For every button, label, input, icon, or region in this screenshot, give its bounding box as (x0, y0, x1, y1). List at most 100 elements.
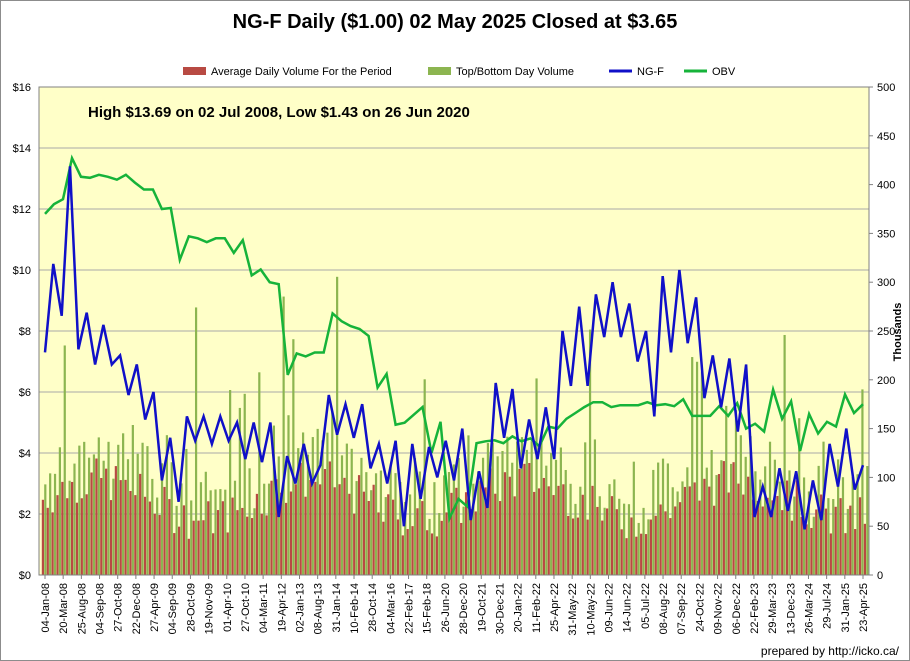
right-tick-label: 400 (877, 180, 895, 192)
left-tick-label: $4 (19, 448, 31, 460)
right-tick-label: 50 (877, 521, 889, 533)
right-tick-label: 350 (877, 228, 895, 240)
x-tick-label: 26-Jun-20 (440, 583, 452, 633)
top-bottom-volume-bar (564, 469, 567, 575)
average-volume-bar (732, 462, 735, 575)
average-volume-bar (596, 506, 599, 575)
average-volume-bar (114, 466, 117, 575)
legend-swatch (183, 67, 206, 75)
average-volume-bar (231, 497, 234, 575)
average-volume-bar (649, 519, 652, 575)
top-bottom-volume-bar (851, 476, 854, 575)
average-volume-bar (323, 469, 327, 575)
average-volume-bar (829, 533, 832, 575)
top-bottom-volume-bar (827, 498, 830, 575)
x-tick-label: 02-Jan-13 (294, 583, 306, 633)
top-bottom-volume-bar (618, 498, 621, 575)
top-bottom-volume-bar (637, 522, 640, 575)
average-volume-bar (66, 498, 69, 575)
average-volume-bar (562, 484, 565, 575)
top-bottom-volume-bar (199, 482, 203, 575)
average-volume-bar (153, 513, 156, 575)
top-bottom-volume-bar (730, 463, 733, 575)
top-bottom-volume-bar (136, 453, 139, 575)
top-bottom-volume-bar (837, 459, 840, 575)
average-volume-bar (537, 488, 541, 575)
top-bottom-volume-bar (856, 474, 859, 575)
average-volume-bar (849, 505, 852, 575)
top-bottom-volume-bar (846, 508, 849, 575)
average-volume-bar (212, 533, 215, 575)
x-tick-label: 30-Dec-21 (494, 583, 506, 634)
top-bottom-volume-bar (535, 378, 538, 575)
x-tick-label: 08-Aug-13 (313, 583, 325, 634)
average-volume-bar (387, 494, 390, 575)
average-volume-bar (207, 501, 210, 575)
average-volume-bar (134, 495, 137, 575)
top-bottom-volume-bar (832, 499, 835, 575)
average-volume-bar (737, 483, 740, 575)
legend-label: OBV (712, 66, 736, 78)
average-volume-bar (785, 480, 789, 575)
average-volume-bar (236, 510, 239, 575)
average-volume-bar (392, 499, 395, 575)
x-tick-label: 20-Jan-22 (513, 583, 525, 633)
top-bottom-volume-bar (214, 489, 217, 575)
top-bottom-volume-bar (613, 479, 616, 575)
average-volume-bar (173, 533, 176, 575)
top-bottom-volume-bar (229, 390, 232, 575)
average-volume-bar (747, 476, 750, 575)
right-axis-label: Thousands (892, 303, 904, 362)
top-bottom-volume-bar (92, 454, 96, 575)
x-tick-label: 19-Nov-09 (204, 583, 216, 634)
top-bottom-volume-bar (559, 447, 562, 575)
legend-label: Average Daily Volume For the Period (211, 66, 392, 78)
average-volume-bar (348, 493, 351, 575)
average-volume-bar (722, 461, 725, 575)
average-volume-bar (528, 463, 531, 575)
legend: Average Daily Volume For the Period Top/B… (183, 66, 736, 78)
top-bottom-volume-bar (657, 462, 660, 575)
average-volume-bar (319, 484, 322, 575)
x-tick-label: 24-Oct-22 (694, 583, 706, 632)
average-volume-bar (567, 515, 570, 575)
top-bottom-volume-bar (554, 459, 558, 575)
top-bottom-volume-bar (336, 276, 339, 575)
average-volume-bar (751, 499, 755, 575)
average-volume-bar (309, 479, 312, 575)
average-volume-bar (299, 462, 302, 575)
top-bottom-volume-bar (160, 463, 164, 575)
top-bottom-volume-bar (686, 467, 689, 575)
x-tick-label: 04-Mar-16 (385, 583, 397, 634)
top-bottom-volume-bar (224, 489, 227, 575)
x-tick-label: 19-Oct-21 (476, 583, 488, 632)
average-volume-bar (357, 475, 361, 575)
average-volume-bar (761, 506, 764, 575)
average-volume-bar (416, 508, 419, 575)
average-volume-bar (625, 538, 628, 575)
left-tick-label: $6 (19, 387, 31, 399)
x-tick-label: 20-Mar-08 (58, 583, 70, 634)
top-bottom-volume-bar (788, 470, 791, 575)
top-bottom-volume-bar (408, 494, 412, 575)
top-bottom-volume-bar (759, 479, 762, 575)
average-volume-bar (698, 500, 701, 575)
average-volume-bar (280, 492, 283, 575)
top-bottom-volume-bar (506, 436, 509, 575)
top-bottom-volume-bar (520, 437, 524, 575)
top-bottom-volume-bar (253, 508, 256, 575)
chart-title: NG-F Daily ($1.00) 02 May 2025 Closed at… (232, 11, 678, 33)
x-tick-label: 22-Dec-08 (131, 583, 143, 634)
top-bottom-volume-bar (292, 339, 295, 575)
top-bottom-volume-bar (413, 458, 417, 575)
top-bottom-volume-bar (720, 460, 723, 575)
average-volume-bar (377, 512, 380, 575)
average-volume-bar (202, 520, 205, 575)
left-tick-label: $16 (13, 82, 31, 94)
top-bottom-volume-bar (204, 471, 207, 575)
top-bottom-volume-bar (588, 329, 592, 575)
average-volume-bar (518, 468, 521, 575)
average-volume-bar (581, 494, 584, 575)
average-volume-bar (85, 494, 88, 575)
top-bottom-volume-bar (778, 481, 781, 575)
